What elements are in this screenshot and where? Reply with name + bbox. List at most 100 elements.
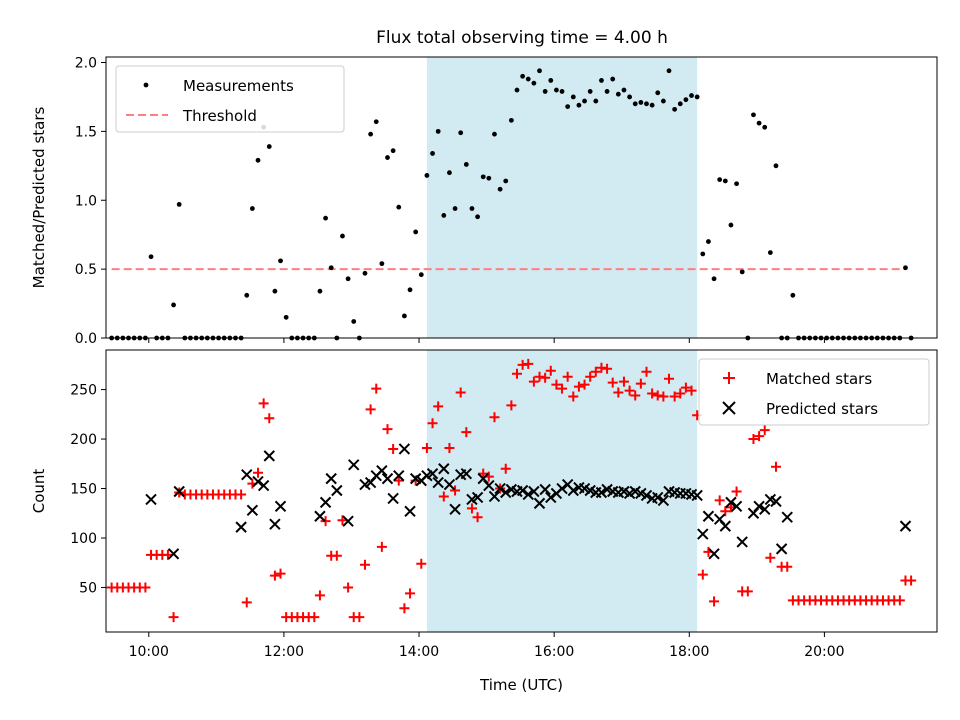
matched-point xyxy=(630,390,641,401)
matched-point xyxy=(500,463,511,474)
predicted-point xyxy=(759,503,771,516)
axes-frame xyxy=(105,349,938,633)
predicted-point xyxy=(719,520,732,532)
predicted-point xyxy=(393,469,405,482)
legend-measurement-marker xyxy=(143,82,149,88)
x-tick-label: 18:00 xyxy=(669,644,709,660)
measurement-point xyxy=(525,76,531,82)
measurement-point xyxy=(711,276,717,282)
predicted-point xyxy=(736,536,748,548)
x-tick-label: 10:00 xyxy=(129,644,169,660)
measurement-point xyxy=(689,93,694,98)
predicted-point xyxy=(376,465,388,477)
y-tick-label: 0.0 xyxy=(75,331,97,347)
measurement-point xyxy=(514,87,520,93)
matched-point xyxy=(906,575,917,586)
predicted-point xyxy=(488,490,501,503)
measurement-point xyxy=(773,163,779,169)
predicted-point xyxy=(314,510,326,522)
predicted-point xyxy=(730,500,743,513)
measurement-point xyxy=(272,288,278,294)
measurement-point xyxy=(621,87,627,93)
matched-point xyxy=(680,382,691,393)
matched-point xyxy=(236,489,247,500)
matched-point xyxy=(551,379,562,390)
matched-point xyxy=(489,412,500,423)
matched-point xyxy=(709,596,720,607)
predicted-point xyxy=(426,467,439,480)
measurement-point xyxy=(430,151,435,156)
predicted-point xyxy=(697,528,709,540)
x-tick-label: 14:00 xyxy=(399,644,439,660)
measurement-point xyxy=(373,119,379,125)
predicted-point xyxy=(274,500,287,513)
matched-point xyxy=(450,485,461,496)
predicted-point xyxy=(269,518,281,530)
matched-point xyxy=(354,612,365,623)
matched-point xyxy=(754,431,765,442)
matched-point xyxy=(253,467,264,478)
predicted-point xyxy=(241,468,253,481)
matched-point xyxy=(607,377,618,388)
predicted-point xyxy=(257,479,270,492)
measurement-point xyxy=(520,73,526,79)
measurement-point xyxy=(722,178,728,184)
matched-point xyxy=(635,378,646,389)
measurement-point xyxy=(244,292,250,298)
measurement-point xyxy=(706,239,711,244)
matched-point xyxy=(782,561,793,572)
measurement-point xyxy=(379,261,385,267)
measurement-point xyxy=(672,106,678,112)
measurement-point xyxy=(255,157,261,163)
matched-point xyxy=(416,558,427,569)
measurement-point xyxy=(677,101,683,107)
predicted-point xyxy=(691,489,703,502)
predicted-point xyxy=(246,504,259,517)
measurement-point xyxy=(486,175,492,181)
matched-point xyxy=(579,379,590,390)
matched-point xyxy=(720,506,731,517)
measurement-point xyxy=(903,265,908,271)
measurement-point xyxy=(492,131,497,137)
matched-point xyxy=(714,495,725,506)
legend-label: Predicted stars xyxy=(766,400,878,418)
matched-point xyxy=(461,427,472,438)
measurement-point xyxy=(345,276,351,282)
measurement-point xyxy=(531,80,537,86)
predicted-point xyxy=(387,492,399,505)
measurement-point xyxy=(503,178,509,184)
measurement-point xyxy=(475,214,480,220)
matched-point xyxy=(540,372,551,383)
matched-point xyxy=(309,612,320,623)
matched-point xyxy=(314,590,325,601)
y-tick-label: 1.5 xyxy=(75,124,97,140)
matched-point xyxy=(241,597,252,608)
measurement-point xyxy=(599,78,604,83)
predicted-point xyxy=(522,488,534,501)
predicted-point xyxy=(781,511,793,523)
measurement-point xyxy=(323,215,328,221)
measurement-point xyxy=(328,265,334,271)
bottom-panel: 50 100 150 200 250 10:00 12:00 14:00 16:00 18:00 2… xyxy=(30,349,938,694)
measurement-point xyxy=(407,287,413,293)
measurement-point xyxy=(418,272,424,278)
matched-point xyxy=(399,603,410,614)
predicted-point xyxy=(702,510,715,522)
measurement-point xyxy=(480,174,486,180)
matched-point xyxy=(478,468,489,479)
matched-point xyxy=(759,425,770,436)
predicted-point xyxy=(167,548,180,560)
matched-point xyxy=(269,570,280,581)
measurement-point xyxy=(452,206,458,211)
measurement-point xyxy=(565,104,571,109)
predicted-point xyxy=(263,450,275,462)
matched-point xyxy=(421,442,432,453)
matched-point xyxy=(686,385,697,396)
predicted-point xyxy=(471,491,484,504)
measurement-point xyxy=(351,319,357,324)
matched-point xyxy=(675,388,686,399)
measurement-point xyxy=(266,144,272,149)
measurement-point xyxy=(340,233,345,239)
matched-point xyxy=(444,442,455,453)
matched-point xyxy=(343,582,354,593)
